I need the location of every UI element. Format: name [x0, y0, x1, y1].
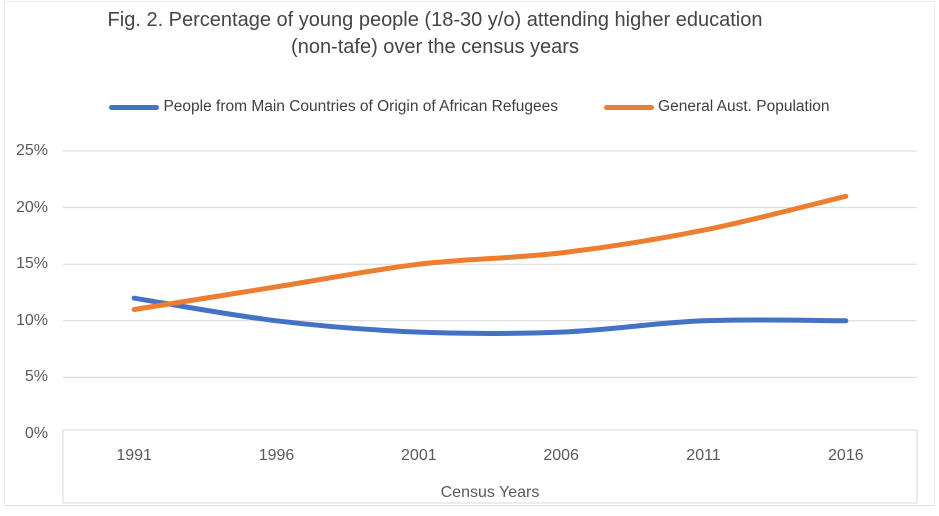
x-tick-label: 1996: [258, 447, 295, 464]
y-tick-label: 25%: [15, 142, 48, 159]
y-tick-label: 20%: [15, 198, 48, 216]
legend-item-refugee-origin: People from Main Countries of Origin of …: [109, 98, 558, 116]
series-line-1: [131, 193, 849, 312]
series-line-0: [131, 295, 849, 337]
legend: People from Main Countries of Origin of …: [0, 98, 939, 116]
x-tick-label: 2016: [828, 447, 864, 464]
legend-label: General Aust. Population: [658, 98, 830, 115]
legend-line-marker-icon: [109, 104, 160, 110]
x-tick-label: 1991: [116, 447, 152, 464]
y-tick-label: 10%: [15, 311, 48, 329]
legend-line-marker-icon: [604, 104, 655, 110]
x-tick-label: 2001: [401, 447, 437, 464]
x-tick-label: 2006: [543, 447, 579, 464]
legend-label: People from Main Countries of Origin of …: [163, 98, 559, 115]
x-axis-title: Census Years: [440, 484, 540, 501]
legend-item-general-population: General Aust. Population: [604, 98, 830, 116]
x-tick-label: 2011: [686, 447, 721, 464]
chart-title: Fig. 2. Percentage of young people (18-3…: [107, 9, 763, 58]
x-axis-box: [62, 429, 918, 504]
y-tick-label: 5%: [24, 368, 48, 386]
y-tick-label: 15%: [15, 255, 48, 273]
y-tick-label: 0%: [24, 425, 48, 442]
